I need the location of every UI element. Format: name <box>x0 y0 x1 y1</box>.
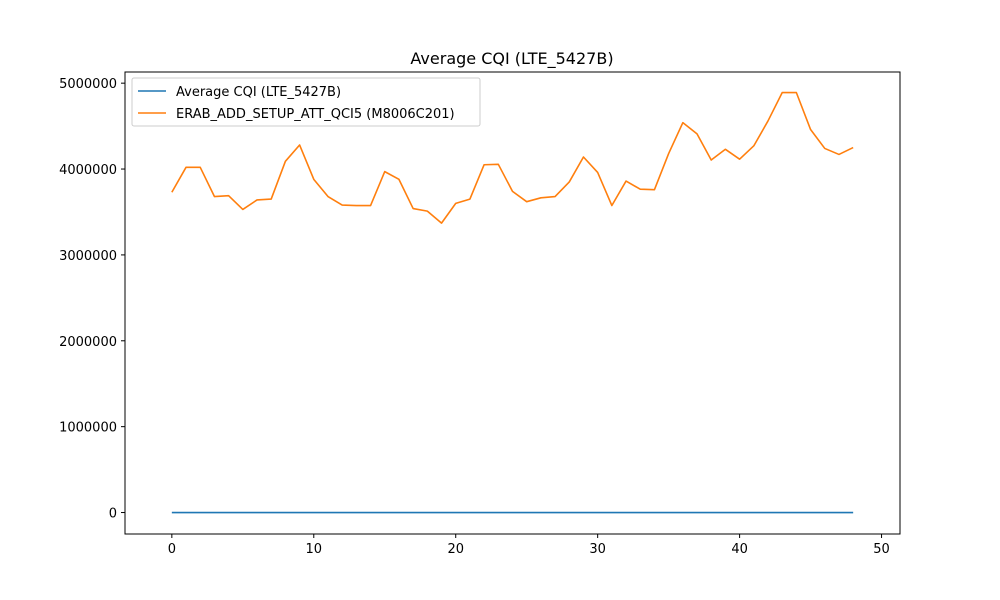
x-tick-label-5: 50 <box>873 542 890 557</box>
legend: Average CQI (LTE_5427B) ERAB_ADD_SETUP_A… <box>131 77 481 127</box>
x-tick-label-3: 30 <box>589 542 606 557</box>
y-tick-label-0: 0 <box>109 507 117 522</box>
y-tick-label-1: 1000000 <box>59 421 117 436</box>
y-tick-label-4: 4000000 <box>59 163 117 178</box>
y-tick-label-2: 2000000 <box>59 335 117 350</box>
x-tick-label-0: 0 <box>168 542 176 557</box>
y-axis: 0 1000000 2000000 3000000 4000000 5000000 <box>59 77 125 522</box>
plot-frame <box>124 71 901 535</box>
y-tick-label-5: 5000000 <box>59 77 117 92</box>
x-tick-label-1: 10 <box>306 542 323 557</box>
chart-title: Average CQI (LTE_5427B) <box>410 49 613 69</box>
legend-label-erab-add-setup: ERAB_ADD_SETUP_ATT_QCI5 (M8006C201) <box>176 107 455 122</box>
legend-label-average-cqi: Average CQI (LTE_5427B) <box>176 85 341 100</box>
series-lines <box>171 91 854 514</box>
x-axis: 0 10 20 30 40 50 <box>168 534 890 557</box>
series-line-1 <box>171 91 854 224</box>
plot-area <box>125 72 900 534</box>
legend-box <box>131 77 481 127</box>
x-tick-label-4: 40 <box>731 542 748 557</box>
x-tick-label-2: 20 <box>447 542 464 557</box>
y-tick-label-3: 3000000 <box>59 249 117 264</box>
